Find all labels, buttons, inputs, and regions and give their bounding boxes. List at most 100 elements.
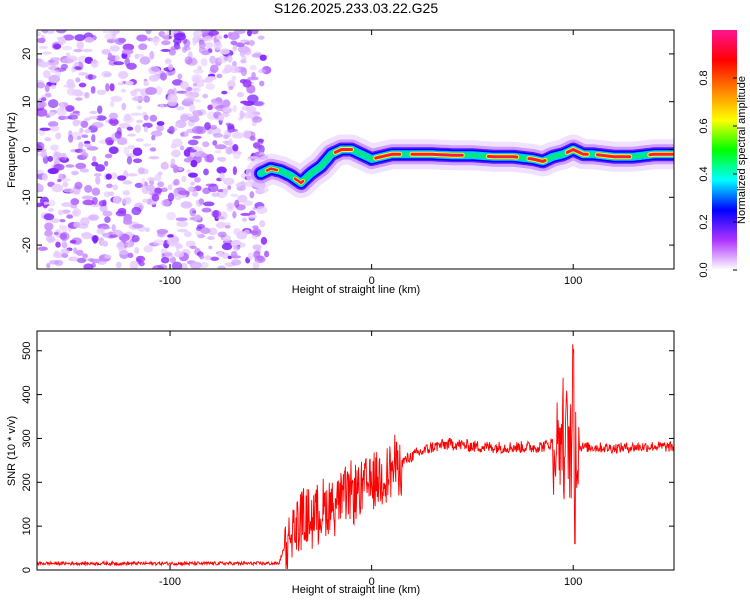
noise-blob xyxy=(171,138,183,147)
noise-blob xyxy=(240,39,250,43)
colorbar-tick-label: 0.4 xyxy=(698,166,710,181)
noise-blob xyxy=(132,158,143,164)
colorbar-tick-label: 0.0 xyxy=(698,262,710,277)
figure-title: S126.2025.233.03.22.G25 xyxy=(274,0,438,16)
noise-blob xyxy=(62,181,69,188)
noise-blob xyxy=(109,83,115,92)
noise-blob xyxy=(127,133,136,137)
noise-blob xyxy=(145,184,156,192)
signal-core-red xyxy=(565,147,589,156)
noise-blob xyxy=(88,214,100,221)
noise-blob xyxy=(88,115,99,120)
noise-blob xyxy=(195,99,201,103)
noise-blob xyxy=(167,184,173,191)
spectrogram-ytick-label: 0 xyxy=(21,146,33,152)
noise-blob xyxy=(76,257,87,264)
noise-blob xyxy=(156,124,164,132)
noise-blob xyxy=(93,172,102,177)
noise-blob xyxy=(219,48,230,55)
noise-blob xyxy=(193,68,205,74)
noise-blob xyxy=(168,64,174,71)
noise-blob xyxy=(236,91,245,98)
noise-blob xyxy=(240,67,248,77)
noise-blob xyxy=(228,138,233,147)
noise-blob xyxy=(49,125,60,132)
snr-ytick-label: 200 xyxy=(21,473,33,491)
noise-blob xyxy=(134,247,140,254)
noise-blob xyxy=(218,156,227,163)
noise-blob xyxy=(249,65,257,71)
noise-blob xyxy=(167,192,175,202)
noise-blob xyxy=(117,81,125,86)
noise-blob xyxy=(143,95,151,103)
noise-blob xyxy=(152,239,165,246)
noise-blob xyxy=(160,161,169,170)
noise-blob xyxy=(257,138,265,143)
noise-blob xyxy=(81,134,89,139)
noise-blob xyxy=(102,30,115,34)
noise-blob xyxy=(109,172,118,180)
noise-blob xyxy=(188,172,198,178)
noise-blob xyxy=(117,207,127,214)
noise-blob xyxy=(205,83,216,91)
noise-blob xyxy=(59,231,70,241)
noise-blob xyxy=(91,155,97,163)
noise-blob xyxy=(217,251,224,257)
colorbar: 0.0 0.2 0.4 0.6 0.8 Normalized spectral ampl… xyxy=(698,30,748,278)
noise-blob xyxy=(37,37,46,44)
snr-ytick-label: 100 xyxy=(21,517,33,535)
noise-blob xyxy=(242,130,252,139)
signal-core-red xyxy=(527,157,547,163)
noise-blob xyxy=(39,101,47,108)
noise-blob xyxy=(222,99,231,108)
noise-blob xyxy=(95,176,101,185)
noise-blob xyxy=(101,70,112,78)
noise-blob xyxy=(243,47,252,56)
noise-blob xyxy=(228,32,240,41)
noise-blob xyxy=(76,135,82,140)
noise-blob xyxy=(230,193,239,198)
noise-blob xyxy=(211,192,220,197)
noise-blob xyxy=(112,195,122,205)
noise-blob xyxy=(240,100,249,104)
noise-blob xyxy=(62,34,75,41)
noise-blob xyxy=(223,177,235,186)
signal-core-red xyxy=(487,154,519,159)
noise-blob xyxy=(193,76,200,84)
noise-blob xyxy=(194,214,202,221)
noise-blob xyxy=(234,42,245,48)
noise-blob xyxy=(40,97,47,102)
noise-blob xyxy=(203,35,213,42)
noise-blob xyxy=(180,131,189,138)
noise-blob xyxy=(201,207,212,213)
noise-blob xyxy=(37,31,42,37)
noise-blob xyxy=(106,183,113,189)
noise-blob xyxy=(126,62,137,70)
noise-blob xyxy=(39,127,51,131)
noise-blob xyxy=(224,224,231,229)
noise-blob xyxy=(131,206,142,216)
noise-blob xyxy=(84,36,94,43)
noise-blob xyxy=(152,265,164,269)
noise-blob xyxy=(188,149,197,153)
noise-blob xyxy=(144,227,150,232)
noise-blob xyxy=(71,210,79,216)
noise-blob xyxy=(91,235,99,243)
noise-blob xyxy=(117,137,128,145)
noise-blob xyxy=(232,61,237,67)
noise-blob xyxy=(181,175,187,183)
noise-blob xyxy=(65,164,75,168)
spectrogram-ytick-label: 20 xyxy=(21,48,33,60)
noise-blob xyxy=(109,234,118,238)
snr-series-line xyxy=(37,344,674,570)
noise-blob xyxy=(219,172,225,181)
noise-blob xyxy=(80,232,92,238)
noise-blob xyxy=(176,220,189,228)
noise-blob xyxy=(240,59,247,64)
noise-blob xyxy=(239,110,245,120)
noise-blob xyxy=(122,180,133,185)
noise-blob xyxy=(37,82,46,89)
noise-blob xyxy=(65,105,75,112)
noise-blob xyxy=(62,45,73,51)
snr-ytick-label: 500 xyxy=(21,342,33,360)
